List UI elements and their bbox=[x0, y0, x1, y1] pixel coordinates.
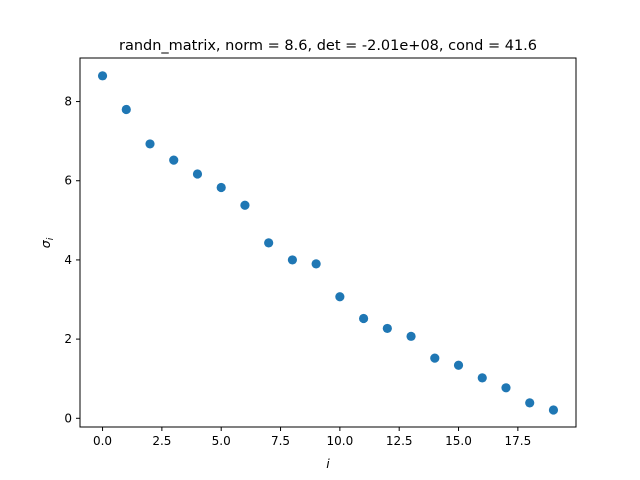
chart-title: randn_matrix, norm = 8.6, det = -2.01e+0… bbox=[119, 38, 537, 54]
data-point bbox=[216, 182, 226, 193]
data-point bbox=[311, 259, 321, 269]
y-axis-ticks: 0 2 4 6 8 bbox=[64, 95, 80, 425]
data-point bbox=[477, 373, 487, 383]
data-point bbox=[548, 405, 559, 415]
y-axis-label: σi bbox=[38, 237, 56, 248]
y-tick-label: 4 bbox=[64, 253, 72, 267]
data-point bbox=[453, 360, 464, 370]
axes-frame bbox=[79, 57, 577, 428]
y-tick-label: 2 bbox=[64, 332, 72, 346]
data-point bbox=[525, 398, 535, 408]
data-point bbox=[358, 313, 369, 324]
plot-area bbox=[80, 58, 576, 427]
x-tick-label: 2.5 bbox=[152, 434, 171, 448]
x-tick-label: 7.5 bbox=[271, 434, 290, 448]
data-point bbox=[192, 169, 203, 179]
data-point bbox=[382, 323, 392, 334]
data-point bbox=[145, 139, 155, 149]
data-point bbox=[335, 292, 345, 302]
y-tick-label: 6 bbox=[64, 174, 72, 188]
data-point bbox=[264, 238, 274, 248]
data-point bbox=[430, 353, 440, 363]
data-point bbox=[169, 155, 179, 165]
y-axis-label-subscript: i bbox=[46, 237, 56, 240]
x-axis-label: i bbox=[326, 456, 330, 471]
x-axis-ticks: 0.0 2.5 5.0 7.5 10.0 12.5 15.0 17.5 bbox=[93, 427, 531, 448]
x-tick-label: 5.0 bbox=[212, 434, 231, 448]
x-tick-label: 0.0 bbox=[93, 434, 112, 448]
x-tick-label: 15.0 bbox=[445, 434, 472, 448]
data-points bbox=[97, 71, 559, 415]
y-axis-label-main: σ bbox=[38, 239, 53, 248]
data-point bbox=[287, 255, 298, 265]
data-point bbox=[97, 71, 108, 81]
x-tick-label: 10.0 bbox=[327, 434, 354, 448]
y-tick-label: 8 bbox=[64, 95, 72, 109]
x-tick-label: 12.5 bbox=[386, 434, 413, 448]
data-point bbox=[240, 200, 250, 210]
x-tick-label: 17.5 bbox=[504, 434, 531, 448]
data-point bbox=[501, 383, 511, 393]
y-tick-label: 0 bbox=[64, 411, 72, 425]
data-point bbox=[121, 104, 131, 115]
data-point bbox=[406, 331, 416, 341]
